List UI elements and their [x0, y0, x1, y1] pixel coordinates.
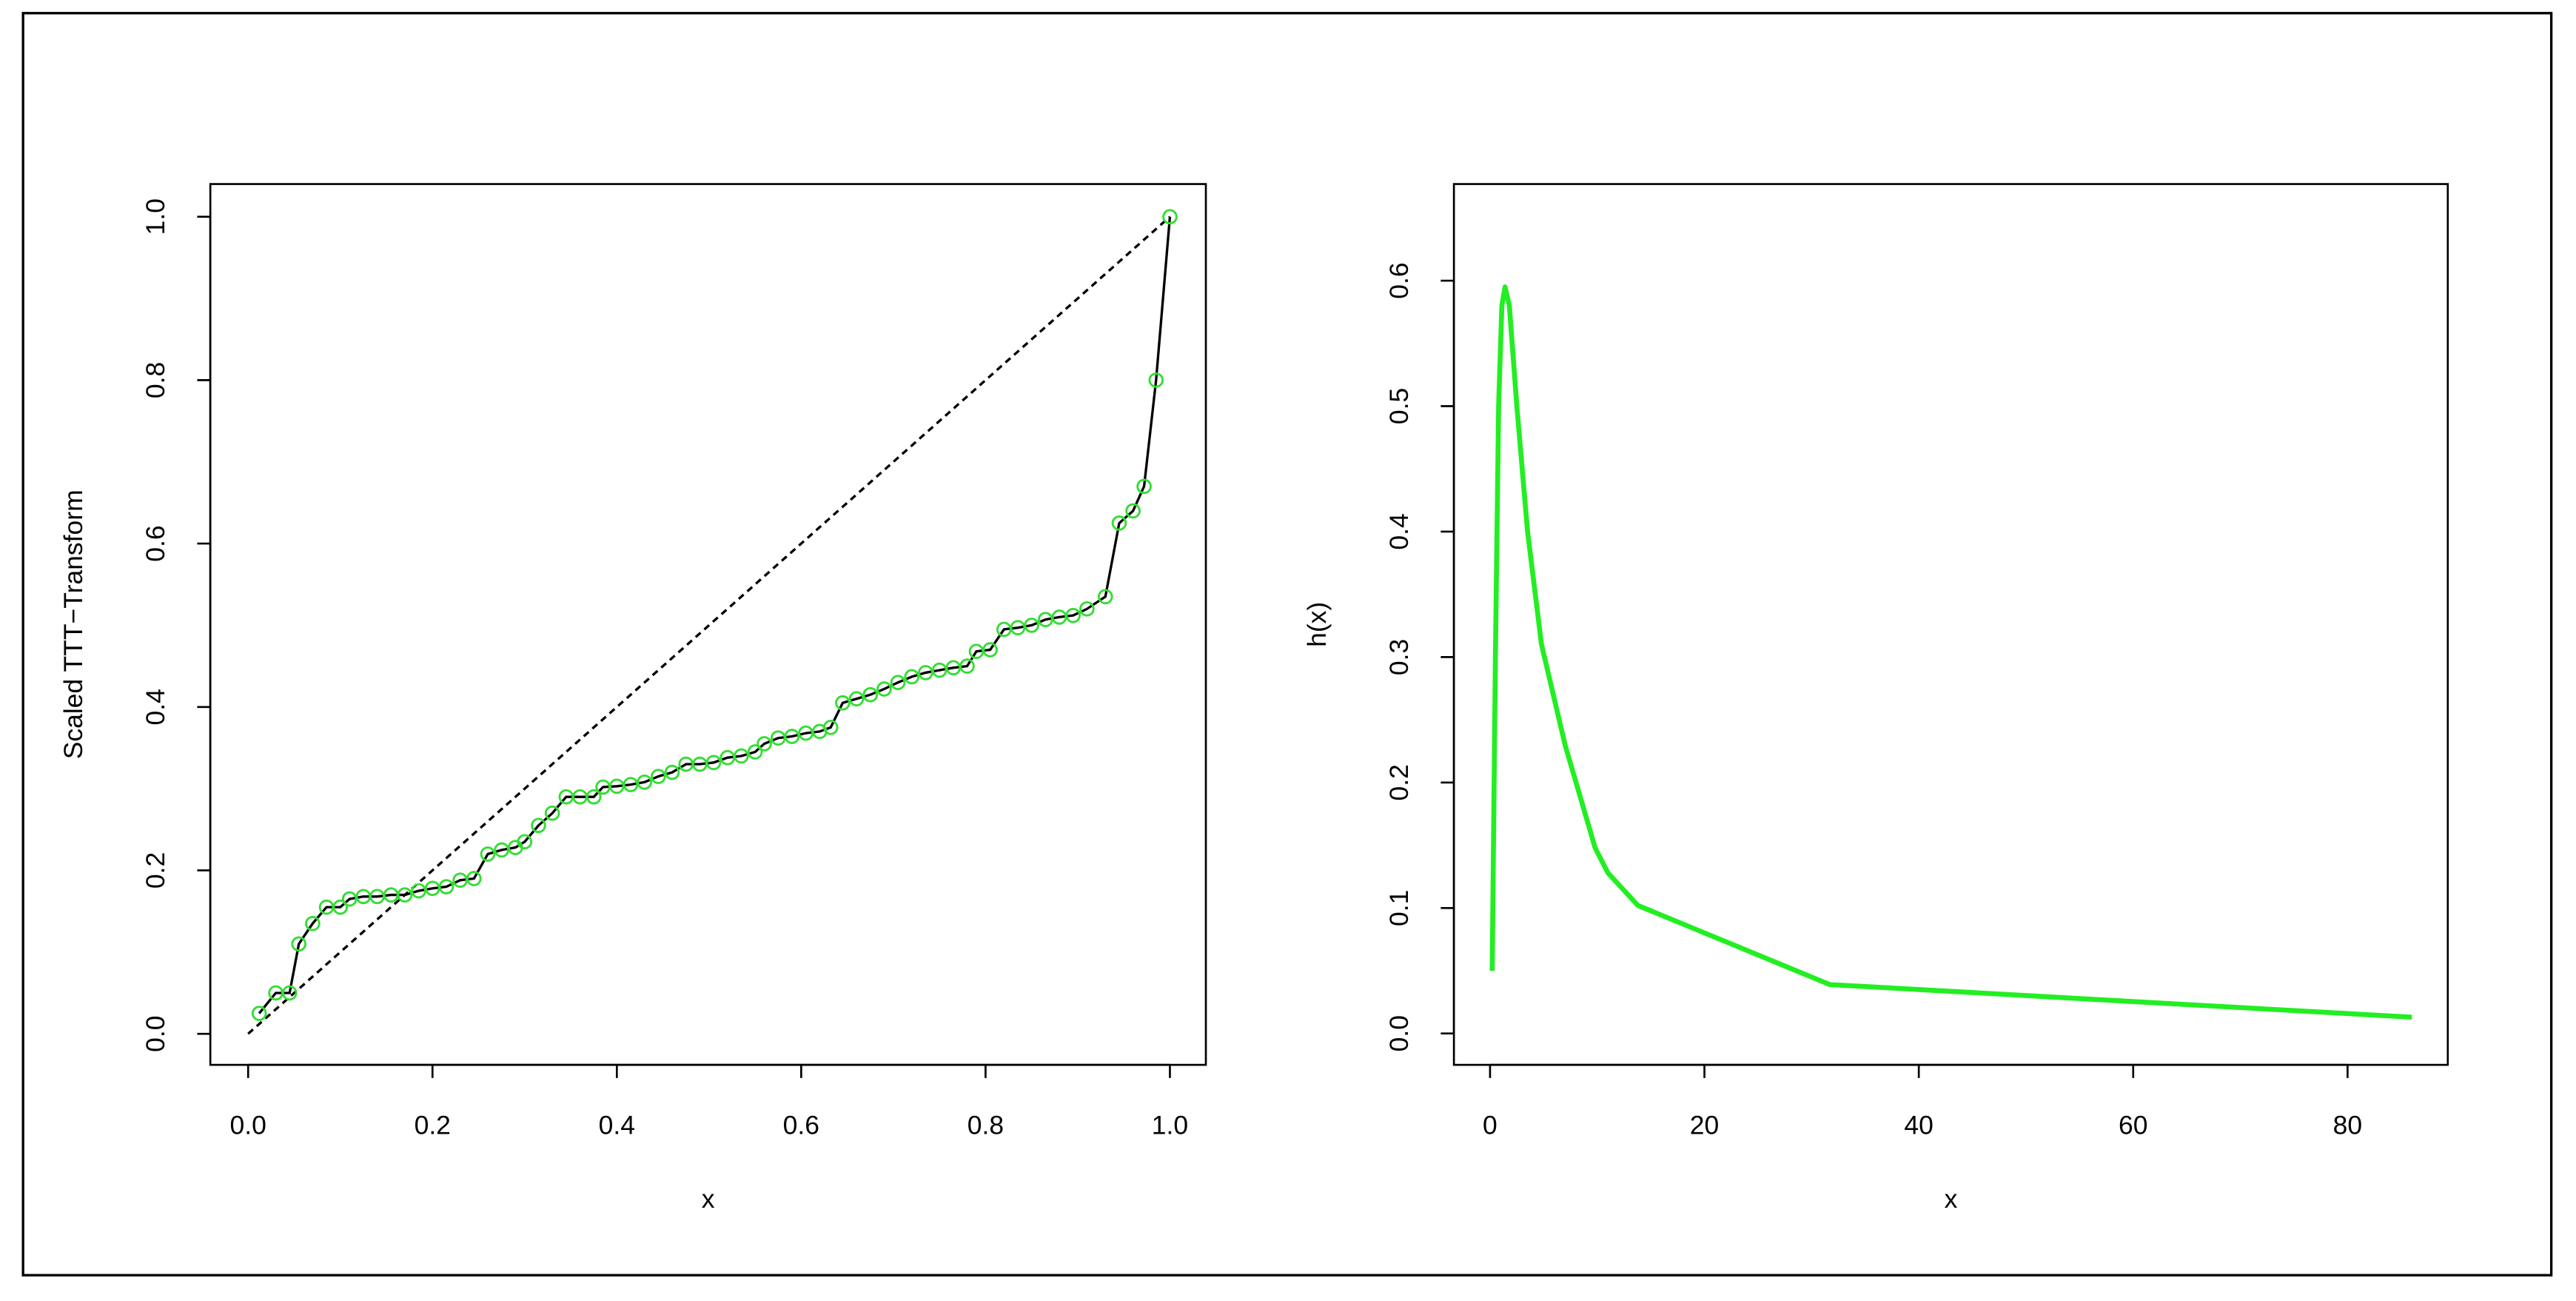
point	[281, 985, 298, 1001]
point	[904, 669, 920, 685]
point	[848, 691, 865, 707]
y-tick-label: 0.0	[1384, 1015, 1414, 1051]
plot-frame	[1452, 183, 2449, 1066]
point	[890, 675, 906, 690]
point	[586, 789, 602, 805]
point	[1065, 607, 1081, 623]
point	[341, 891, 358, 907]
point	[1162, 209, 1178, 225]
y-tick-label: 0.6	[141, 525, 170, 561]
y-tick-label: 0.1	[1384, 890, 1414, 926]
point	[664, 764, 680, 780]
figure-border	[21, 12, 2553, 1277]
y-tick-label: 0.5	[1384, 388, 1414, 424]
y-tick-label: 0.2	[141, 852, 170, 889]
point	[959, 658, 975, 674]
point	[1024, 618, 1040, 633]
x-tick-label: 40	[1904, 1110, 1933, 1140]
point	[544, 805, 560, 821]
x-tick-label: 0.6	[783, 1110, 819, 1140]
point	[466, 871, 482, 886]
y-tick-label: 0.3	[1384, 639, 1414, 675]
point	[1010, 620, 1026, 636]
y-tick-label: 0.4	[141, 689, 170, 725]
y-tick-label: 0.2	[1384, 764, 1414, 800]
point	[623, 777, 639, 792]
point	[757, 736, 772, 752]
point	[305, 915, 321, 932]
y-tick-label: 0.0	[141, 1015, 170, 1051]
x-axis-label: x	[702, 1184, 715, 1214]
point	[531, 817, 546, 834]
point	[931, 662, 947, 678]
point	[291, 936, 307, 952]
point	[1148, 372, 1164, 388]
point	[517, 834, 533, 850]
point	[734, 748, 749, 764]
point	[480, 846, 496, 862]
point	[835, 695, 851, 711]
point	[411, 883, 426, 899]
point	[862, 686, 879, 703]
x-tick-label: 0.2	[415, 1110, 451, 1140]
point	[332, 899, 349, 915]
y-axis-label: Scaled TTT−Transform	[58, 489, 88, 759]
point	[1111, 515, 1127, 531]
y-tick-label: 0.6	[1384, 262, 1414, 298]
y-tick-label: 0.4	[1384, 513, 1414, 549]
point	[1079, 601, 1095, 617]
point	[822, 720, 839, 735]
point	[397, 887, 413, 903]
point	[651, 769, 666, 784]
point	[747, 744, 763, 760]
point	[876, 681, 892, 697]
ttt-line	[258, 216, 1172, 1014]
x-tick-label: 0.4	[599, 1110, 635, 1140]
point	[438, 879, 455, 894]
point	[918, 665, 933, 680]
point	[1125, 503, 1141, 519]
reference-line	[247, 215, 1171, 1035]
x-tick-label: 60	[2119, 1110, 2148, 1140]
point	[637, 774, 652, 790]
point	[251, 1006, 267, 1021]
point	[705, 755, 722, 771]
hazard-line	[1489, 284, 2412, 1020]
x-tick-label: 0	[1483, 1110, 1497, 1140]
y-tick-label: 0.8	[141, 362, 170, 398]
point	[494, 842, 509, 858]
x-tick-label: 0.8	[967, 1110, 1004, 1140]
x-tick-label: 20	[1690, 1110, 1720, 1140]
point	[982, 642, 998, 658]
point	[1038, 612, 1053, 628]
x-tick-label: 1.0	[1152, 1110, 1188, 1140]
y-tick-label: 1.0	[141, 198, 170, 235]
x-axis-label: x	[1945, 1184, 1958, 1214]
point	[784, 729, 800, 744]
y-axis-label: h(x)	[1302, 602, 1332, 647]
x-tick-label: 80	[2333, 1110, 2363, 1140]
point	[1136, 478, 1152, 495]
point	[1097, 589, 1113, 605]
x-tick-label: 0.0	[230, 1110, 266, 1140]
